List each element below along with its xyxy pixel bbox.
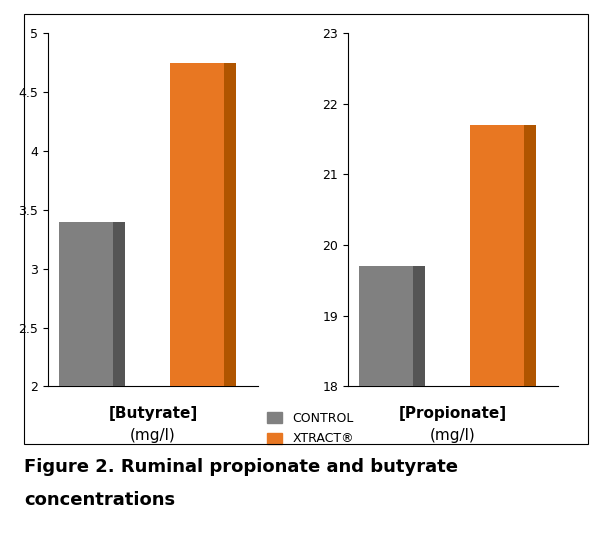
Bar <box>59 221 125 386</box>
Bar <box>359 266 425 386</box>
Bar <box>170 62 236 386</box>
Bar <box>470 125 536 386</box>
Text: (mg/l): (mg/l) <box>130 428 176 443</box>
Text: concentrations: concentrations <box>24 491 175 509</box>
Text: (mg/l): (mg/l) <box>430 428 476 443</box>
Text: Figure 2. Ruminal propionate and butyrate: Figure 2. Ruminal propionate and butyrat… <box>24 458 458 476</box>
Bar <box>524 125 536 386</box>
Bar <box>224 62 236 386</box>
Bar <box>113 221 125 386</box>
Legend: CONTROL, XTRACT®: CONTROL, XTRACT® <box>267 412 354 445</box>
Text: [Propionate]: [Propionate] <box>399 406 507 421</box>
Text: [Butyrate]: [Butyrate] <box>109 406 197 421</box>
Bar <box>413 266 425 386</box>
